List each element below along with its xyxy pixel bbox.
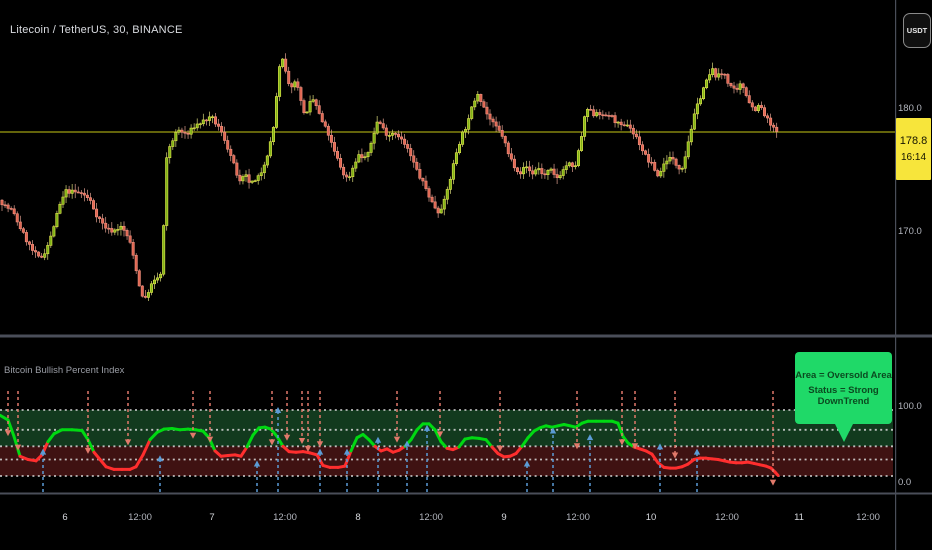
time-label: 12:00 (128, 512, 152, 523)
sell-arrowhead-icon (316, 441, 324, 448)
sell-arrowhead-icon (268, 439, 276, 446)
sell-arrowhead-icon (84, 447, 92, 454)
time-label: 12:00 (856, 512, 880, 523)
tooltip-status-line: Status = Strong DownTrend (808, 384, 879, 407)
bar-countdown: 16:14 (900, 152, 927, 163)
buy-arrowhead-icon (374, 436, 382, 443)
buy-arrowhead-icon (39, 448, 47, 455)
sell-arrowhead-icon (436, 431, 444, 438)
oversold-band (0, 446, 893, 476)
candlestick-series (0, 53, 779, 301)
buy-arrowhead-icon (656, 443, 664, 450)
sell-arrowhead-icon (618, 439, 626, 446)
sell-arrowhead-icon (573, 443, 581, 450)
time-label: 12:00 (273, 512, 297, 523)
signal-arrows (4, 391, 777, 492)
currency-unit-button[interactable]: USDT (903, 13, 931, 48)
buy-arrowhead-icon (403, 440, 411, 447)
last-price-label: 178.8 16:14 (896, 118, 931, 180)
status-tooltip[interactable]: Area = Oversold Area Status = Strong Dow… (795, 352, 892, 424)
time-label: 11 (794, 512, 804, 523)
buy-arrowhead-icon (316, 448, 324, 455)
sell-arrowhead-icon (14, 444, 22, 451)
buy-arrowhead-icon (523, 460, 531, 467)
time-label: 12:00 (715, 512, 739, 523)
buy-arrowhead-icon (549, 427, 557, 434)
time-label: 12:00 (566, 512, 590, 523)
buy-arrowhead-icon (253, 460, 261, 467)
time-label: 6 (62, 512, 68, 523)
sell-arrowhead-icon (124, 439, 132, 446)
sell-arrowhead-icon (206, 436, 214, 443)
sell-arrowhead-icon (769, 479, 777, 486)
buy-arrowhead-icon (274, 407, 282, 414)
time-axis[interactable]: 6 12:00 7 12:00 8 12:00 9 12:00 10 12:00 11 12:00 (0, 494, 932, 550)
sell-arrowhead-icon (298, 438, 306, 444)
price-axis-border (895, 0, 897, 550)
price-tick-180: 180.0 (898, 103, 922, 114)
indicator-tick-0: 0.0 (898, 477, 912, 488)
last-price-value: 178.8 (899, 135, 928, 147)
indicator-title: Bitcoin Bullish Percent Index (4, 365, 125, 376)
indicator-tick-100: 100.0 (898, 401, 922, 412)
time-label: 7 (209, 512, 215, 523)
overbought-band (0, 410, 893, 447)
symbol-title: Litecoin / TetherUS, 30, BINANCE (10, 24, 183, 36)
buy-arrowhead-icon (423, 424, 431, 431)
buy-arrowhead-icon (693, 448, 701, 455)
time-label: 8 (355, 512, 361, 523)
tooltip-pointer-icon (835, 424, 853, 442)
sell-arrowhead-icon (496, 445, 504, 452)
time-label: 12:00 (419, 512, 443, 523)
buy-arrowhead-icon (156, 455, 164, 462)
time-axis-divider (0, 492, 932, 495)
price-tick-170: 170.0 (898, 226, 922, 237)
tooltip-area-line: Area = Oversold Area (795, 369, 892, 381)
sell-arrowhead-icon (631, 443, 639, 450)
sell-arrowhead-icon (393, 436, 401, 443)
pane-divider (0, 334, 932, 338)
sell-arrowhead-icon (283, 434, 291, 441)
buy-arrowhead-icon (343, 448, 351, 455)
sell-arrowhead-icon (4, 430, 12, 437)
sell-arrowhead-icon (671, 452, 679, 459)
time-label: 10 (645, 512, 657, 523)
sell-arrowhead-icon (189, 432, 197, 439)
time-label: 9 (501, 512, 507, 523)
buy-arrowhead-icon (586, 434, 594, 441)
sell-arrowhead-icon (304, 445, 312, 452)
